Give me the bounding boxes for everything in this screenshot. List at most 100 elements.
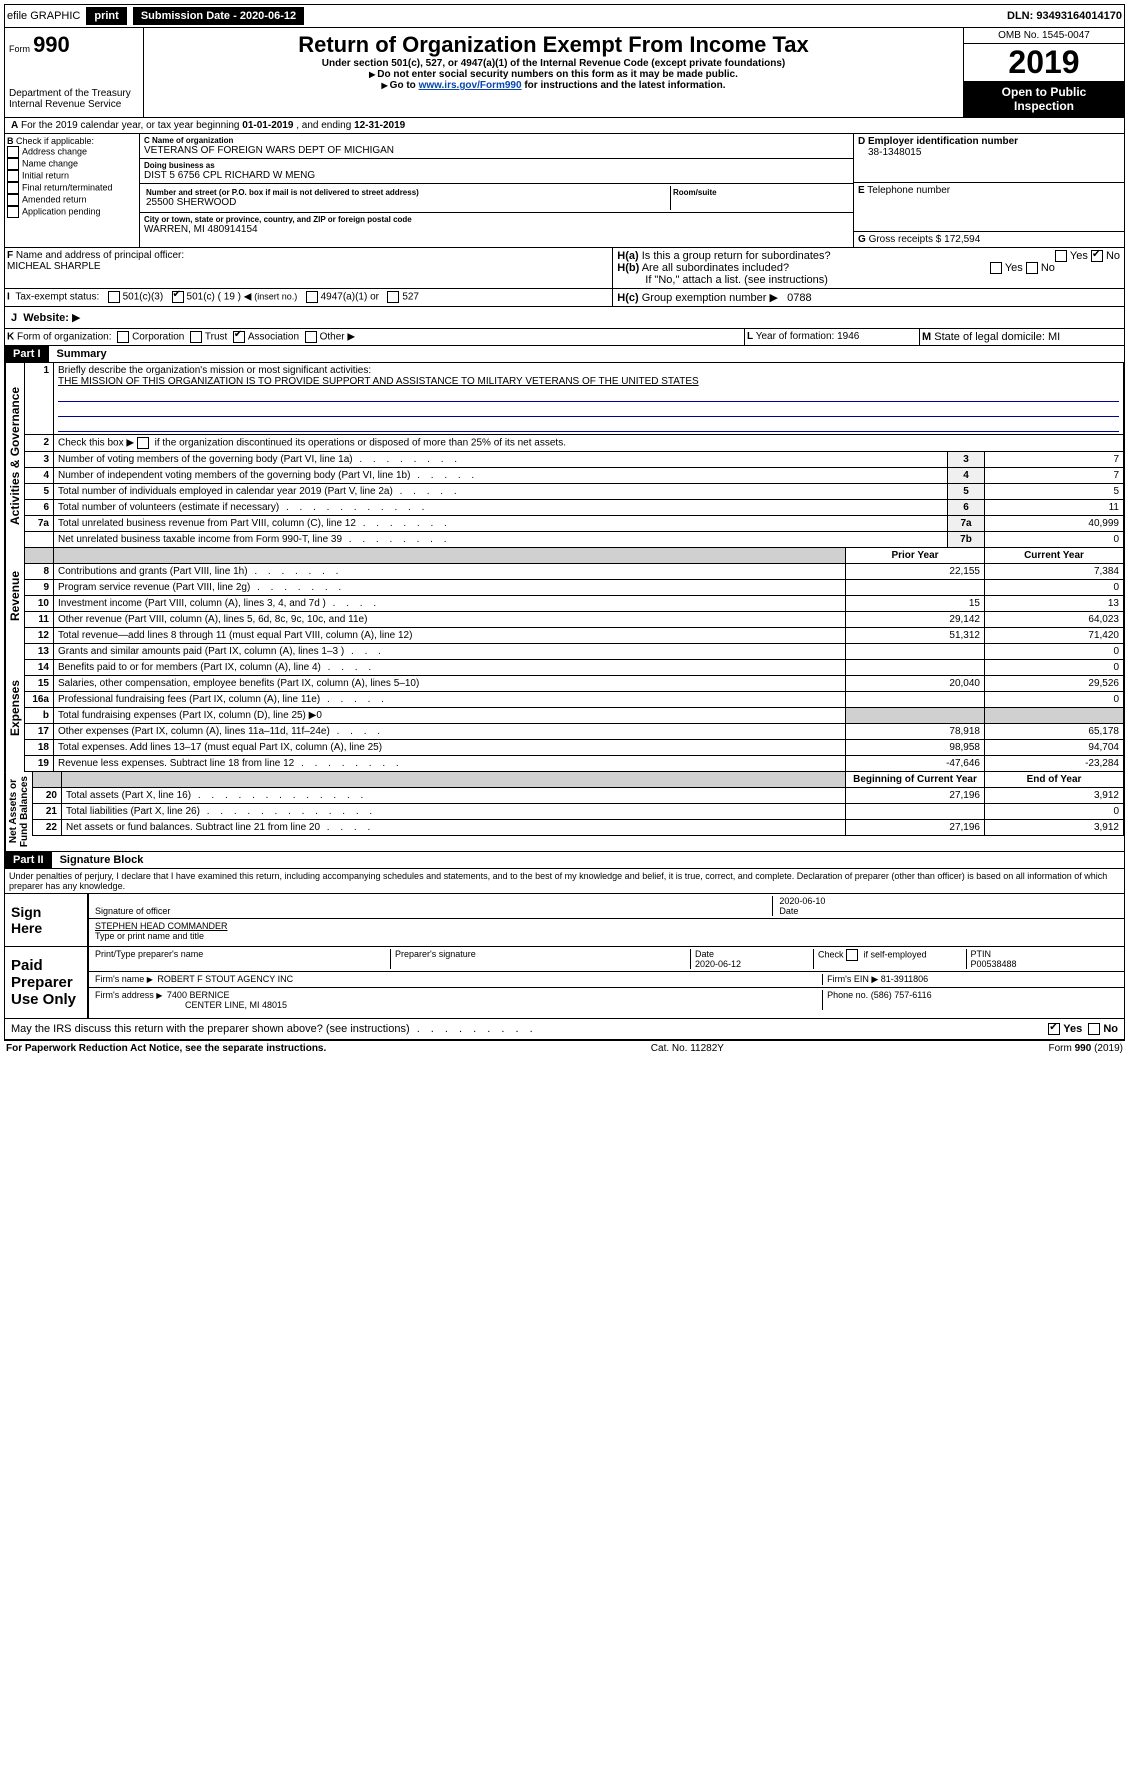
rev11a: 29,142 <box>846 612 985 628</box>
n22n: 22 <box>33 820 62 836</box>
form-year-foot: (2019) <box>1094 1043 1123 1054</box>
e17a: 78,918 <box>846 724 985 740</box>
r6t: Total number of volunteers (estimate if … <box>54 500 948 516</box>
tax-year: 2019 <box>964 44 1124 81</box>
amended-return-checkbox[interactable] <box>7 194 19 206</box>
rev8t: Contributions and grants (Part VIII, lin… <box>54 564 846 580</box>
501c-checkbox[interactable] <box>172 291 184 303</box>
sig-date: 2020-06-10 <box>779 896 825 906</box>
irs-link[interactable]: www.irs.gov/Form990 <box>419 80 522 91</box>
ptin: P00538488 <box>971 959 1017 969</box>
officer-name: MICHEAL SHARPLE <box>7 261 101 272</box>
r6n: 6 <box>25 500 54 516</box>
firm-addr: 7400 BERNICE <box>167 990 230 1000</box>
org-name-label: Name of organization <box>152 136 233 145</box>
r6c: 6 <box>948 500 985 516</box>
rev9b: 0 <box>985 580 1124 596</box>
e17t: Other expenses (Part IX, column (A), lin… <box>54 724 846 740</box>
opt-3: Final return/terminated <box>22 182 113 192</box>
period-end: 12-31-2019 <box>354 120 405 131</box>
firm-name: ROBERT F STOUT AGENCY INC <box>157 974 293 984</box>
n21b: 0 <box>985 804 1124 820</box>
r7bv: 0 <box>985 532 1124 548</box>
prep-name-hdr: Print/Type preparer's name <box>95 949 203 959</box>
print-button[interactable]: print <box>86 7 126 25</box>
hb-label: Are all subordinates included? <box>642 262 789 274</box>
name-change-checkbox[interactable] <box>7 158 19 170</box>
e16ab: 0 <box>985 692 1124 708</box>
address-change-checkbox[interactable] <box>7 146 19 158</box>
r7bt: Net unrelated business taxable income fr… <box>54 532 948 548</box>
corp-checkbox[interactable] <box>117 331 129 343</box>
hb-yes-checkbox[interactable] <box>990 262 1002 274</box>
efile-label: efile GRAPHIC <box>7 10 80 22</box>
form-foot: Form <box>1049 1043 1072 1054</box>
form-org-label: Form of organization: <box>17 332 112 343</box>
state: MI <box>1048 331 1060 343</box>
insert-no: (insert no.) <box>254 292 297 302</box>
other-checkbox[interactable] <box>305 331 317 343</box>
other: Other <box>320 332 345 343</box>
hb-no: No <box>1041 262 1055 274</box>
4947-checkbox[interactable] <box>306 291 318 303</box>
ha-yes-checkbox[interactable] <box>1055 250 1067 262</box>
period-mid: , and ending <box>296 120 351 131</box>
r4v: 7 <box>985 468 1124 484</box>
r3c: 3 <box>948 452 985 468</box>
r3v: 7 <box>985 452 1124 468</box>
r7at: Total unrelated business revenue from Pa… <box>54 516 948 532</box>
year-form: 1946 <box>837 331 859 342</box>
r5c: 5 <box>948 484 985 500</box>
period-begin: 01-01-2019 <box>242 120 293 131</box>
e13a <box>846 644 985 660</box>
r3n: 3 <box>25 452 54 468</box>
form-990-foot: 990 <box>1075 1043 1092 1054</box>
rev8n: 8 <box>25 564 54 580</box>
r5t: Total number of individuals employed in … <box>54 484 948 500</box>
ha-no-checkbox[interactable] <box>1091 250 1103 262</box>
discuss-yes: Yes <box>1063 1023 1082 1035</box>
n20a: 27,196 <box>846 788 985 804</box>
firm-ein-label: Firm's EIN <box>827 974 869 984</box>
self-employed-checkbox[interactable] <box>846 949 858 961</box>
mission: THE MISSION OF THIS ORGANIZATION IS TO P… <box>58 376 699 387</box>
sidebar-governance: Activities & Governance <box>5 363 24 548</box>
application-pending-checkbox[interactable] <box>7 206 19 218</box>
discuss-no-checkbox[interactable] <box>1088 1023 1100 1035</box>
assoc-checkbox[interactable] <box>233 331 245 343</box>
rev11t: Other revenue (Part VIII, column (A), li… <box>54 612 846 628</box>
year-form-label: Year of formation: <box>756 331 835 342</box>
opt-4: Amended return <box>22 194 87 204</box>
n22t: Net assets or fund balances. Subtract li… <box>62 820 846 836</box>
501c3-checkbox[interactable] <box>108 291 120 303</box>
ha-no: No <box>1106 250 1120 262</box>
trust-checkbox[interactable] <box>190 331 202 343</box>
check-applicable: Check if applicable: <box>16 136 94 146</box>
hdr-prior: Prior Year <box>846 548 985 564</box>
initial-return-checkbox[interactable] <box>7 170 19 182</box>
hb-note: If "No," attach a list. (see instruction… <box>617 274 828 286</box>
tax-exempt-label: Tax-exempt status: <box>15 292 99 303</box>
firm-name-label: Firm's name <box>95 974 144 984</box>
e16bt: Total fundraising expenses (Part IX, col… <box>54 708 846 724</box>
e15b: 29,526 <box>985 676 1124 692</box>
prep-check: Check <box>818 950 844 960</box>
sidebar-netassets: Net Assets or Fund Balances <box>5 772 32 851</box>
527-checkbox[interactable] <box>387 291 399 303</box>
e16ba <box>846 708 985 724</box>
discuss-yes-checkbox[interactable] <box>1048 1023 1060 1035</box>
final-return-checkbox[interactable] <box>7 182 19 194</box>
dln: DLN: 93493164014170 <box>1007 10 1122 22</box>
open-public: Open to Public Inspection <box>964 81 1124 117</box>
e14t: Benefits paid to or for members (Part IX… <box>54 660 846 676</box>
e15a: 20,040 <box>846 676 985 692</box>
rev9t: Program service revenue (Part VIII, line… <box>54 580 846 596</box>
subtitle-2: Do not enter social security numbers on … <box>148 69 959 80</box>
hb-no-checkbox[interactable] <box>1026 262 1038 274</box>
discuss-no: No <box>1103 1023 1118 1035</box>
l2-checkbox[interactable] <box>137 437 149 449</box>
r7av: 40,999 <box>985 516 1124 532</box>
dept-label: Department of the Treasury Internal Reve… <box>9 88 139 110</box>
cat-no: Cat. No. 11282Y <box>651 1043 724 1054</box>
e16aa <box>846 692 985 708</box>
